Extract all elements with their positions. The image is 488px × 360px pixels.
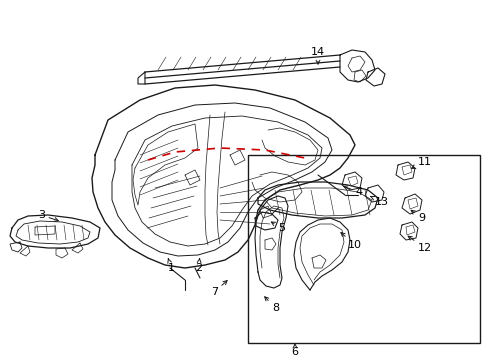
Text: 11: 11	[411, 157, 431, 168]
Text: 8: 8	[264, 297, 279, 313]
Text: 9: 9	[410, 210, 424, 223]
Text: 10: 10	[340, 233, 361, 250]
Text: 13: 13	[370, 196, 388, 207]
Text: 14: 14	[310, 47, 325, 64]
Text: 6: 6	[291, 344, 298, 357]
Bar	[247, 155, 479, 343]
Text: 12: 12	[407, 236, 431, 253]
Text: 7: 7	[210, 280, 226, 297]
Text: 5: 5	[271, 222, 285, 233]
Text: 3: 3	[38, 210, 58, 221]
Text: 1: 1	[167, 259, 175, 273]
Text: 2: 2	[195, 258, 202, 273]
Text: 4: 4	[343, 186, 362, 197]
